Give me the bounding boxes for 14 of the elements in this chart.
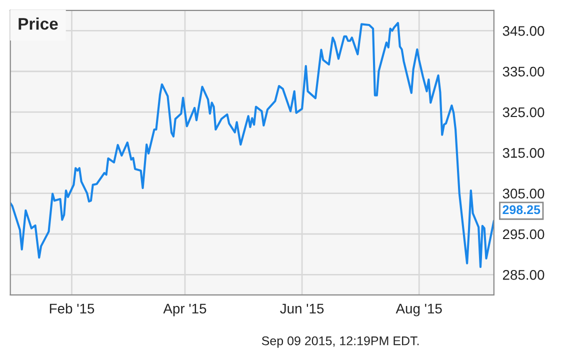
y-tick-label: 285.00: [502, 270, 544, 280]
x-tick-label: Aug '15: [396, 304, 442, 316]
chart-title: Price: [18, 17, 58, 30]
text: Sep 09 2015, 12:19PM EDT.: [262, 336, 419, 348]
y-tick-label: 345.00: [502, 26, 544, 36]
annotation: 298.25: [502, 205, 540, 214]
y-tick-label: 335.00: [502, 66, 544, 77]
y-tick-label: 315.00: [502, 148, 544, 158]
y-tick-label: 325.00: [502, 107, 544, 118]
x-tick-label: Jun '15: [280, 304, 324, 314]
y-tick-label: 295.00: [502, 229, 544, 240]
x-tick-label: Feb '15: [50, 303, 94, 314]
x-tick-label: Apr '15: [163, 304, 206, 316]
y-tick-label: 305.00: [502, 188, 544, 199]
